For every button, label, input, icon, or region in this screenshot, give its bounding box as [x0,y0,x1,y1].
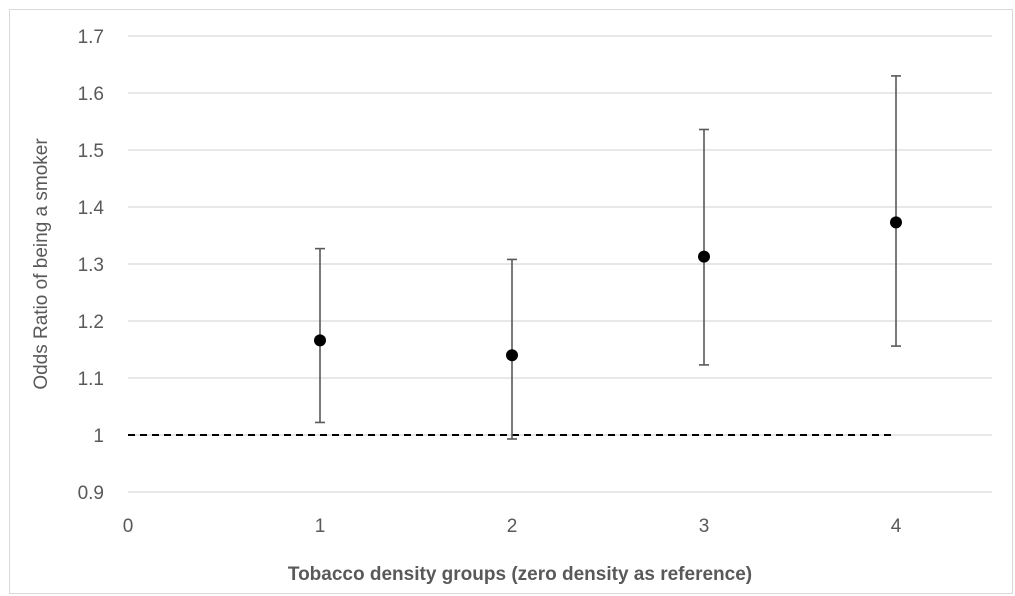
y-tick-label: 0.9 [78,483,104,504]
x-tick-label: 2 [507,516,518,537]
data-point [314,334,326,347]
y-tick-label: 1.6 [78,84,104,105]
x-tick-label: 0 [123,516,134,537]
data-points [314,216,902,362]
x-axis-title: Tobacco density groups (zero density as … [288,564,752,585]
y-tick-label: 1 [93,426,104,447]
chart-frame [9,9,1013,594]
error-bar [699,128,709,366]
data-point [698,250,710,263]
x-tick-label: 1 [315,516,326,537]
x-tick-label: 3 [699,516,710,537]
error-bar [891,75,901,347]
y-tick-labels: 0.9 1 1.1 1.2 1.3 1.4 1.5 1.6 1.7 [78,27,105,504]
y-axis-title: Odds Ratio of being a smoker [31,138,52,390]
x-tick-labels: 0 1 2 3 4 [123,516,902,537]
error-bars [315,75,901,440]
y-tick-label: 1.7 [78,27,104,48]
data-point [890,216,902,229]
y-tick-label: 1.2 [78,312,104,333]
y-tick-label: 1.3 [78,255,104,276]
y-tick-label: 1.4 [78,198,105,219]
x-tick-label: 4 [891,516,902,537]
data-point [506,349,518,362]
gridlines [128,35,992,493]
y-tick-label: 1.1 [78,369,104,390]
y-tick-label: 1.5 [78,141,104,162]
